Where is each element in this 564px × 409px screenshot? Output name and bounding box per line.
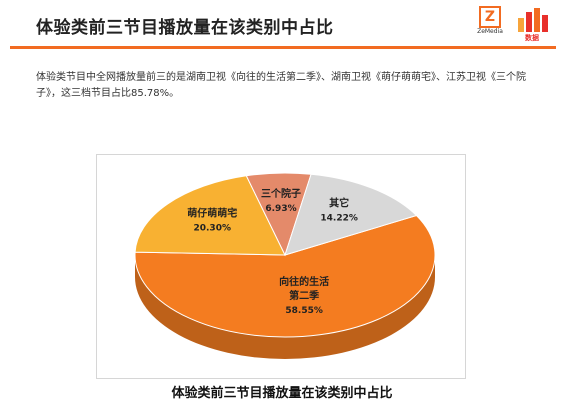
pie-side-wall — [135, 255, 435, 359]
bar-chart-logo-icon — [518, 8, 548, 32]
zemedia-logo-text: ZeMedia — [477, 28, 503, 35]
chart-frame: 向往的生活 第二季 58.55% 萌仔萌萌宅 20.30% 三个院子 6.93% 其它 14.2… — [96, 154, 466, 379]
pie-category-label: 其它 — [329, 197, 349, 210]
chart-title: 体验类前三节目播放量在该类别中占比 — [171, 386, 393, 401]
header-divider — [10, 46, 556, 49]
intro-paragraph: 体验类节目中全网播放量前三的是湖南卫视《向往的生活第二季》、湖南卫视《萌仔萌萌宅… — [36, 72, 526, 99]
pie-slice — [134, 175, 286, 256]
pie-category-label: 向往的生活 — [279, 275, 329, 288]
pie-category-label: 萌仔萌萌宅 — [187, 206, 237, 219]
zemedia-logo-icon: Z — [479, 6, 501, 28]
pie-value-label: 14.22% — [320, 214, 358, 224]
pie-chart: 向往的生活第二季 58.55% 萌仔萌萌宅 20.30% 三个院子 6.93% 其它 14.2… — [134, 172, 436, 359]
pie-category-label: 第二季 — [289, 289, 320, 302]
pie-value-label: 58.55% — [285, 306, 323, 316]
pie-value-label: 6.93% — [265, 204, 296, 214]
shuju-logo: 数据 — [510, 6, 554, 42]
page-title: 体验类前三节目播放量在该类别中占比 — [36, 18, 334, 38]
pie-category-label: 三个院子 — [261, 187, 301, 200]
pie-value-label: 20.30% — [193, 223, 231, 233]
zemedia-logo: Z ZeMedia — [474, 6, 506, 42]
shuju-logo-text: 数据 — [525, 34, 539, 42]
pie-slice — [284, 173, 418, 256]
pie-slice — [134, 214, 436, 338]
